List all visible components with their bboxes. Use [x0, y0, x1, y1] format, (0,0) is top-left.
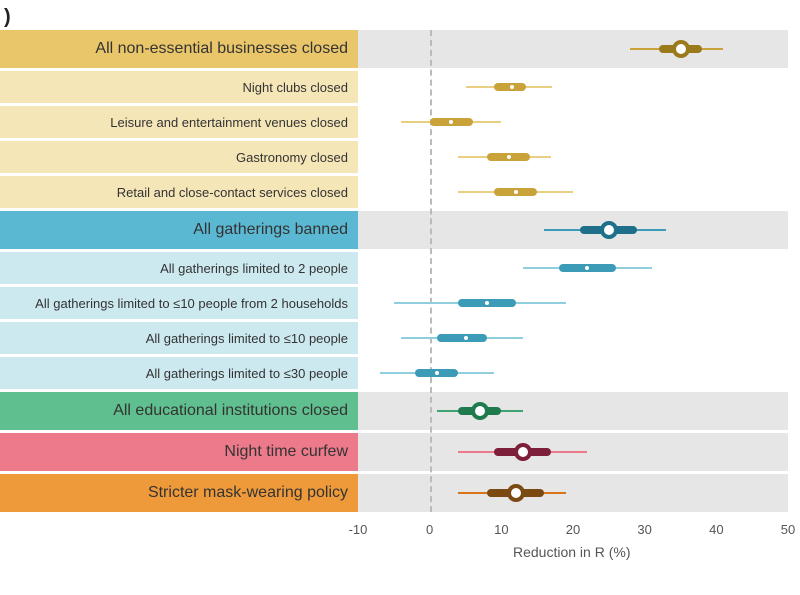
row: Gastronomy closed: [0, 141, 800, 173]
row: All gatherings limited to ≤10 people: [0, 322, 800, 354]
row-plot: [358, 30, 788, 68]
row: Retail and close-contact services closed: [0, 176, 800, 208]
forest-plot: All non-essential businesses closedNight…: [0, 30, 800, 550]
row-plot: [358, 357, 788, 389]
row-label: All gatherings banned: [0, 211, 358, 249]
row: All gatherings limited to 2 people: [0, 252, 800, 284]
row-plot: [358, 433, 788, 471]
x-tick: 10: [494, 522, 508, 537]
row-label: Retail and close-contact services closed: [0, 176, 358, 208]
x-tick: -10: [349, 522, 368, 537]
point-estimate: [475, 406, 485, 416]
panel-label: ): [4, 6, 11, 29]
point-estimate: [505, 153, 513, 161]
point-estimate: [447, 118, 455, 126]
x-tick: 20: [566, 522, 580, 537]
row-plot: [358, 322, 788, 354]
x-tick: 0: [426, 522, 433, 537]
row-label: All gatherings limited to ≤10 people: [0, 322, 358, 354]
x-tick: 50: [781, 522, 795, 537]
row: All gatherings limited to ≤10 people fro…: [0, 287, 800, 319]
row: All gatherings banned: [0, 211, 800, 249]
row-plot: [358, 252, 788, 284]
row-label: Stricter mask-wearing policy: [0, 474, 358, 512]
row-plot: [358, 474, 788, 512]
row-plot: [358, 176, 788, 208]
row-label: Gastronomy closed: [0, 141, 358, 173]
point-estimate: [512, 188, 520, 196]
point-estimate: [676, 44, 686, 54]
row-label: Night time curfew: [0, 433, 358, 471]
row-label: All educational institutions closed: [0, 392, 358, 430]
row: Stricter mask-wearing policy: [0, 474, 800, 512]
row: Leisure and entertainment venues closed: [0, 106, 800, 138]
row-plot: [358, 392, 788, 430]
point-estimate: [462, 334, 470, 342]
row-label: Night clubs closed: [0, 71, 358, 103]
row-label: All non-essential businesses closed: [0, 30, 358, 68]
x-tick: 30: [637, 522, 651, 537]
row-plot: [358, 141, 788, 173]
point-estimate: [508, 83, 516, 91]
x-axis-title: Reduction in R (%): [513, 544, 631, 560]
point-estimate: [483, 299, 491, 307]
row: Night time curfew: [0, 433, 800, 471]
point-estimate: [518, 447, 528, 457]
row-label: All gatherings limited to ≤30 people: [0, 357, 358, 389]
zero-reference-line: [430, 30, 432, 512]
point-estimate: [433, 369, 441, 377]
row-label: All gatherings limited to ≤10 people fro…: [0, 287, 358, 319]
row-label: Leisure and entertainment venues closed: [0, 106, 358, 138]
point-estimate: [604, 225, 614, 235]
point-estimate: [583, 264, 591, 272]
point-estimate: [511, 488, 521, 498]
row: All educational institutions closed: [0, 392, 800, 430]
row-plot: [358, 71, 788, 103]
row: All non-essential businesses closed: [0, 30, 800, 68]
x-tick: 40: [709, 522, 723, 537]
row-plot: [358, 106, 788, 138]
row-label: All gatherings limited to 2 people: [0, 252, 358, 284]
row: All gatherings limited to ≤30 people: [0, 357, 800, 389]
row: Night clubs closed: [0, 71, 800, 103]
row-plot: [358, 287, 788, 319]
row-plot: [358, 211, 788, 249]
